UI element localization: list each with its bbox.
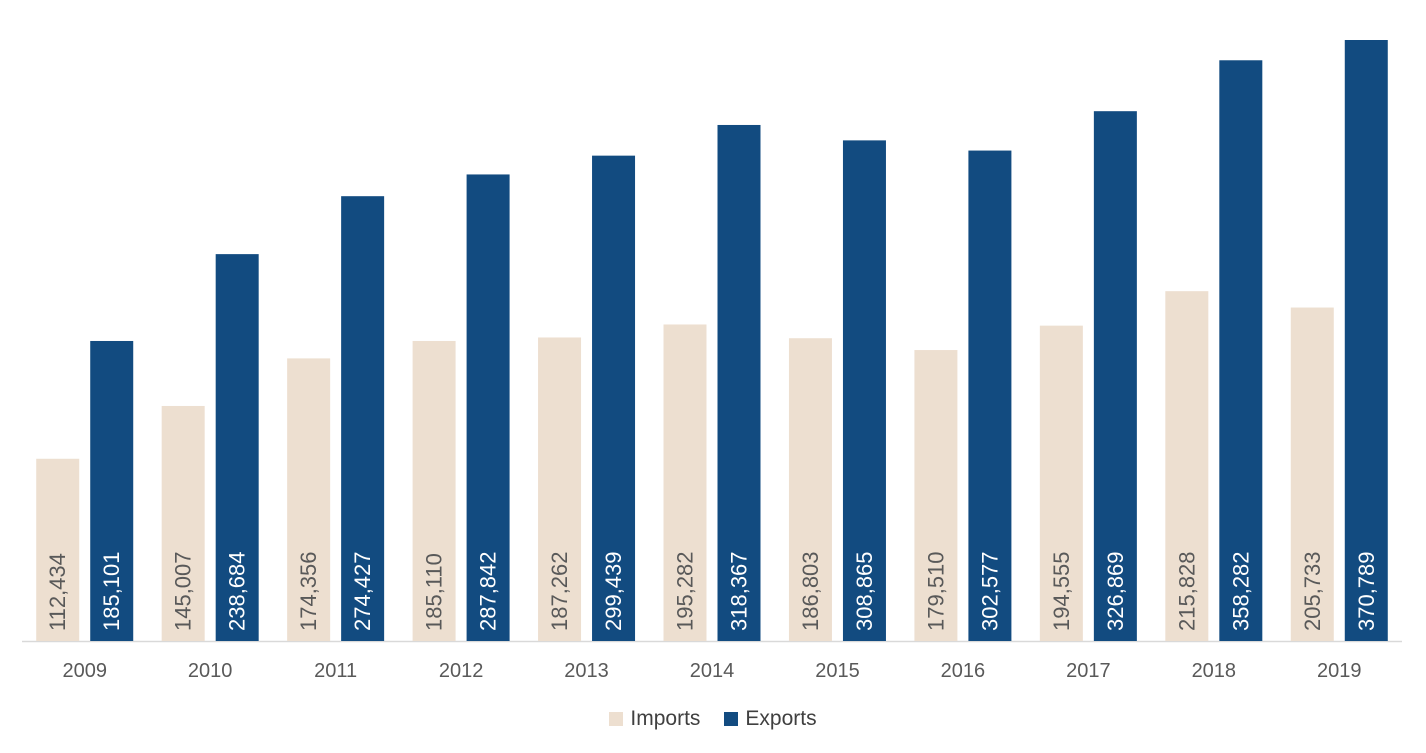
data-label-exports-2011: 274,427: [350, 551, 375, 631]
data-label-exports-2019: 370,789: [1354, 551, 1379, 631]
bar-imports-2010: [161, 405, 205, 641]
x-tick-label-2013: 2013: [564, 660, 609, 682]
bar-imports-2015: [788, 338, 832, 641]
bar-exports-2015: [842, 140, 886, 642]
legend-swatch-imports: [609, 712, 624, 726]
bar-imports-2009: [36, 458, 80, 641]
data-label-imports-2019: 205,733: [1300, 551, 1325, 631]
bar-exports-2009: [90, 340, 134, 641]
data-label-imports-2014: 195,282: [673, 551, 698, 631]
data-label-imports-2018: 215,828: [1174, 551, 1199, 631]
data-label-exports-2016: 302,577: [977, 551, 1002, 631]
x-tick-label-2015: 2015: [815, 660, 860, 682]
data-label-exports-2014: 318,367: [727, 551, 752, 631]
bar-imports-2011: [287, 358, 331, 641]
x-tick-label-2009: 2009: [62, 660, 107, 682]
bar-exports-2014: [717, 124, 761, 642]
x-tick-label-2016: 2016: [941, 660, 986, 682]
data-label-exports-2018: 358,282: [1228, 551, 1253, 631]
data-label-imports-2017: 194,555: [1049, 551, 1074, 631]
data-label-exports-2013: 299,439: [601, 551, 626, 631]
data-label-imports-2011: 174,356: [296, 551, 321, 631]
bar-imports-2018: [1165, 291, 1209, 641]
legend: Imports Exports: [0, 704, 1426, 734]
data-label-imports-2015: 186,803: [798, 551, 823, 631]
bar-exports-2019: [1344, 40, 1388, 641]
legend-swatch-exports: [724, 712, 739, 726]
bar-exports-2018: [1219, 60, 1263, 641]
bar-exports-2016: [968, 150, 1012, 642]
legend-item-imports: Imports: [609, 707, 700, 731]
data-label-exports-2009: 185,101: [99, 551, 124, 631]
legend-label-exports: Exports: [745, 707, 817, 730]
data-label-exports-2015: 308,865: [852, 551, 877, 631]
bar-imports-2014: [663, 324, 707, 641]
data-label-imports-2016: 179,510: [923, 551, 948, 631]
data-label-exports-2017: 326,869: [1103, 551, 1128, 631]
x-tick-label-2017: 2017: [1066, 660, 1111, 682]
bar-imports-2012: [412, 340, 456, 641]
data-label-imports-2012: 185,110: [422, 553, 447, 631]
x-tick-label-2019: 2019: [1317, 660, 1362, 682]
data-label-imports-2010: 145,007: [171, 551, 196, 631]
data-label-imports-2009: 112,434: [45, 553, 70, 631]
chart-canvas: 112,434 185,101 2009 145,007 238,684 2010 174,…: [22, 40, 1402, 682]
bar-imports-2017: [1039, 325, 1083, 641]
legend-label-imports: Imports: [630, 707, 701, 730]
x-tick-label-2012: 2012: [439, 660, 484, 682]
x-tick-label-2014: 2014: [690, 660, 735, 682]
bar-exports-2017: [1093, 111, 1137, 641]
legend-item-exports: Exports: [724, 707, 817, 731]
x-tick-label-2011: 2011: [314, 660, 357, 682]
bar-exports-2010: [215, 254, 259, 641]
x-tick-label-2010: 2010: [188, 660, 233, 682]
data-label-exports-2012: 287,842: [476, 551, 501, 631]
bar-imports-2019: [1290, 307, 1334, 641]
bar-exports-2012: [466, 174, 510, 641]
bar-exports-2013: [592, 155, 636, 641]
x-tick-label-2018: 2018: [1192, 660, 1237, 682]
bar-exports-2011: [341, 196, 385, 642]
bar-imports-2013: [538, 337, 582, 641]
bar-imports-2016: [914, 350, 958, 641]
data-label-imports-2013: 187,262: [547, 551, 572, 631]
data-label-exports-2010: 238,684: [225, 551, 250, 631]
